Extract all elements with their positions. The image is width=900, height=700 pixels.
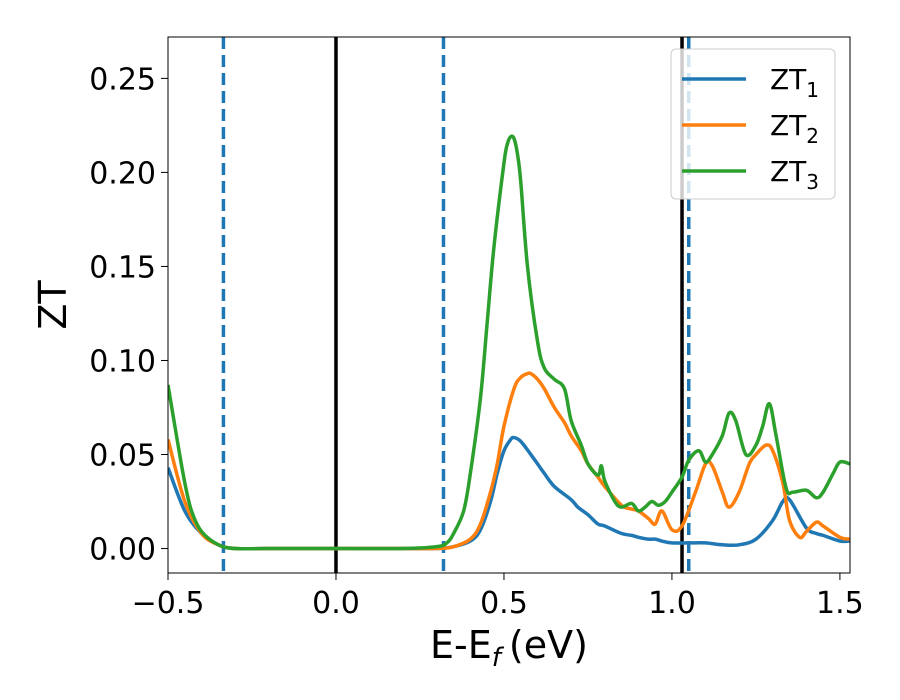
y-tick-label: 0.25: [89, 62, 156, 97]
plot-frame: [167, 36, 851, 574]
legend-label-main: ZT: [770, 109, 807, 142]
x-tick-label: 1.5: [816, 586, 864, 621]
legend-label-zt1: ZT1: [770, 63, 819, 102]
y-axis-label: ZT: [31, 280, 75, 330]
x-tick-label: −0.5: [132, 586, 205, 621]
series-line-zt2: [168, 371, 850, 551]
legend-label-zt3: ZT3: [770, 155, 819, 194]
series-line-zt3: [168, 134, 850, 551]
y-tick-label: 0.20: [89, 156, 156, 191]
x-axis-ticks: −0.5 0.0 0.5 1.0 1.5: [132, 573, 864, 621]
x-axis-label-subscript: f: [492, 643, 505, 673]
legend-box: [670, 48, 836, 200]
reference-lines: [221, 37, 691, 573]
legend-label-subscript: 2: [806, 124, 819, 148]
y-axis-ticks: 0.00 0.05 0.10 0.15 0.20 0.25: [89, 62, 168, 568]
x-tick-label: 1.0: [648, 586, 696, 621]
y-tick-label: 0.00: [89, 533, 156, 568]
legend-label-main: ZT: [770, 63, 807, 96]
y-tick-label: 0.10: [89, 344, 156, 379]
legend-label-main: ZT: [770, 155, 807, 188]
legend-label-subscript: 1: [806, 78, 819, 102]
x-tick-label: 0.0: [312, 586, 360, 621]
series-lines: [168, 134, 850, 551]
x-tick-label: 0.5: [480, 586, 528, 621]
legend-label-subscript: 3: [806, 170, 819, 194]
y-tick-label: 0.15: [89, 250, 156, 285]
x-axis-label-unit: (eV): [509, 623, 588, 667]
legend-label-zt2: ZT2: [770, 109, 819, 148]
y-tick-label: 0.05: [89, 439, 156, 474]
x-axis-label-main: E-E: [430, 623, 492, 667]
x-axis-label: E-Ef (eV): [430, 623, 588, 673]
